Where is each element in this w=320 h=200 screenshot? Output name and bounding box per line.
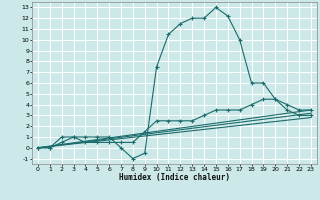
X-axis label: Humidex (Indice chaleur): Humidex (Indice chaleur) [119,173,230,182]
